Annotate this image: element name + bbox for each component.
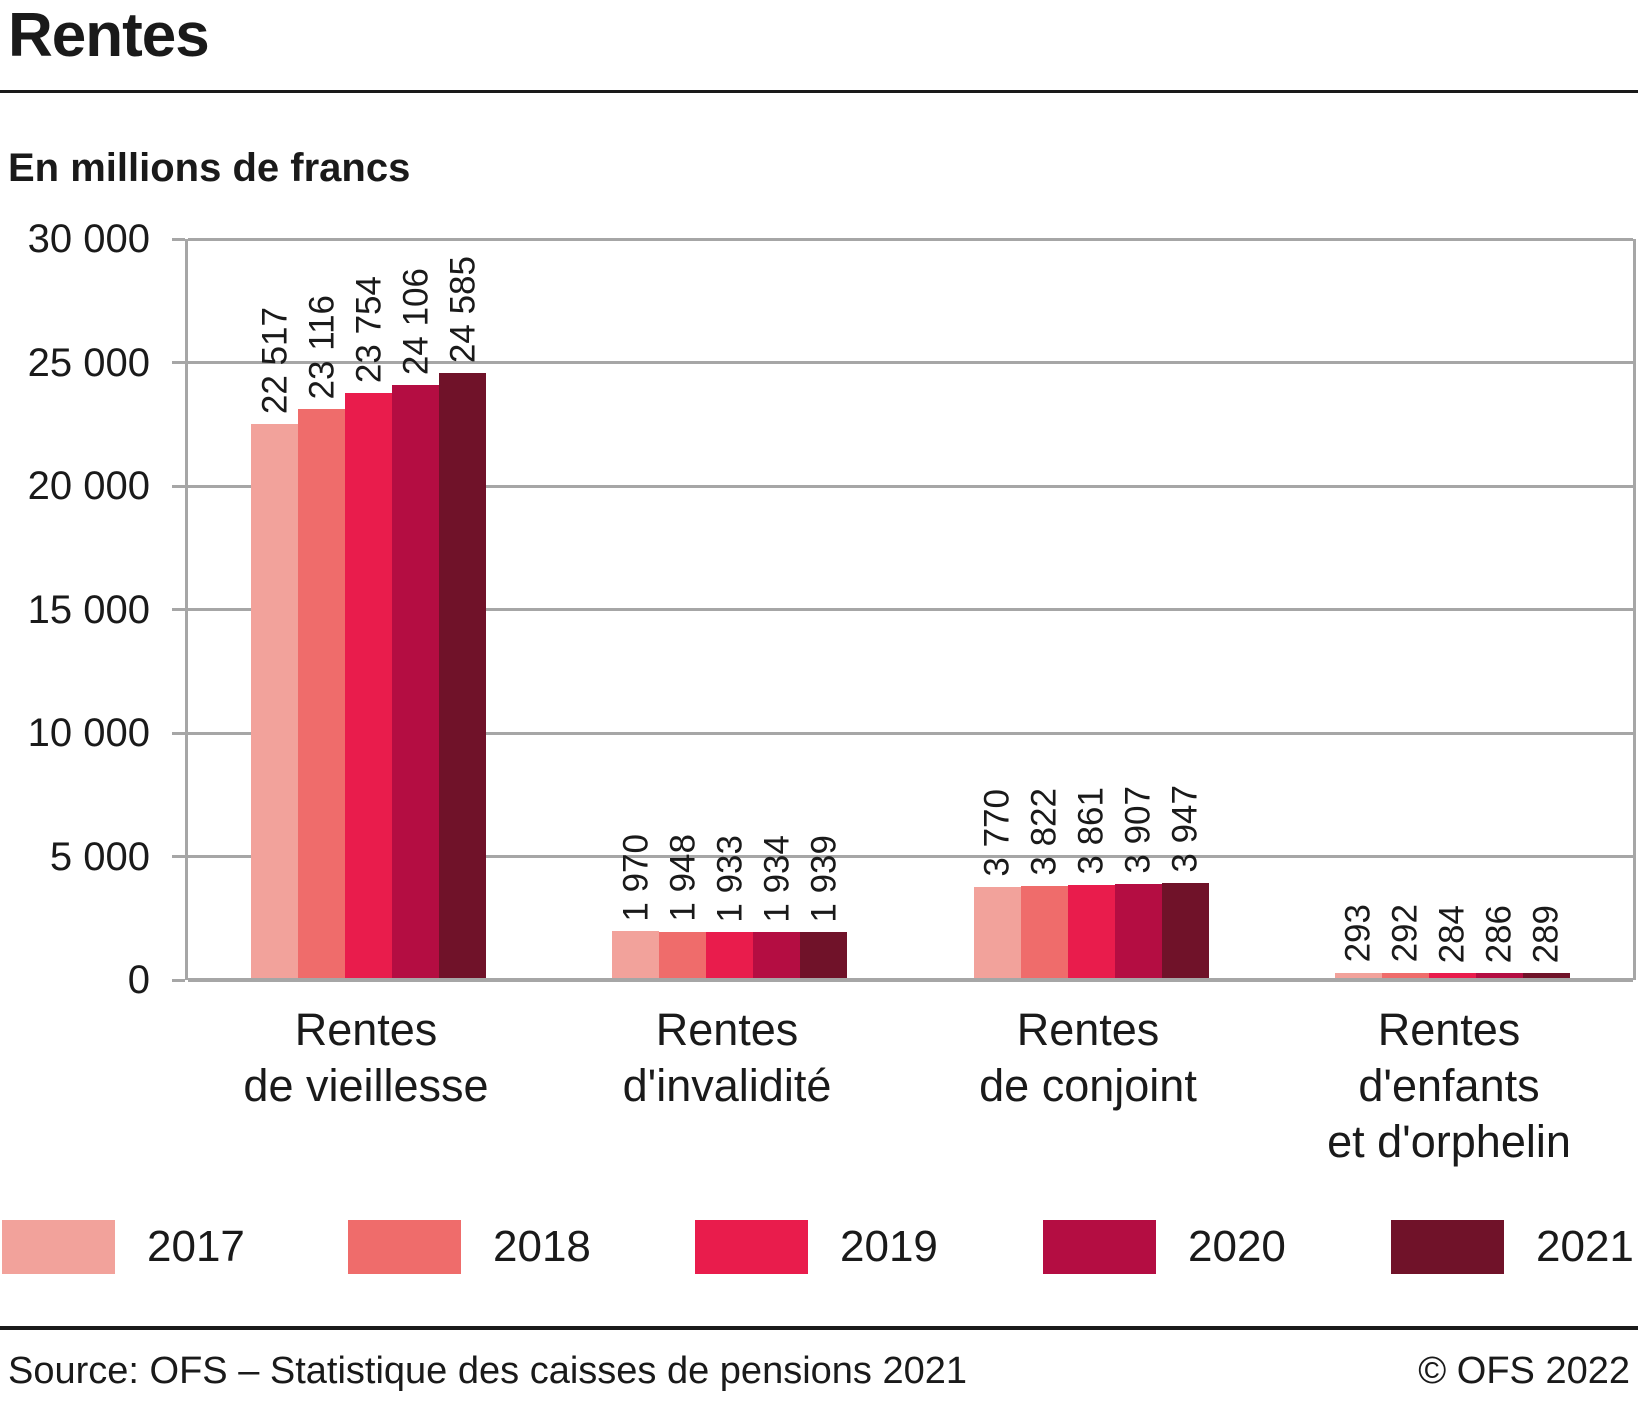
y-axis-tick (172, 855, 185, 858)
bar-2017-group2 (612, 931, 660, 980)
y-axis-tick (172, 608, 185, 611)
legend-label-2021: 2021 (1536, 1222, 1634, 1271)
bar-2019-group1 (345, 393, 393, 980)
bar-2021-group3 (1161, 882, 1209, 980)
title-divider (0, 90, 1638, 93)
category-label-line: Rentes (1377, 1004, 1521, 1055)
plot-area: 22 517 1 970 3 770 293 23 116 1 948 3 822 292 23… (172, 238, 1636, 982)
y-axis-tick (172, 732, 185, 735)
bar-2019-group4 (1428, 973, 1476, 980)
bar-2018-group3 (1020, 885, 1068, 980)
category-label-4: Rentes d'enfants et d'orphelin (1239, 1002, 1638, 1170)
y-axis-label: 30 000 (27, 217, 150, 261)
bar-2018-group1 (298, 409, 346, 980)
y-axis-tick (172, 979, 185, 982)
bar-2019-group3 (1067, 884, 1115, 980)
gridline-25000 (188, 361, 1633, 364)
page-title: Rentes (8, 1, 210, 70)
category-label-line: d'invalidité (622, 1060, 832, 1111)
legend-label-2018: 2018 (493, 1222, 591, 1271)
bar-value-label: 24 585 (443, 255, 483, 363)
bar-2017-group4 (1334, 972, 1382, 980)
legend: 2017 2018 2019 2020 2021 (0, 1218, 1638, 1276)
y-axis-label: 10 000 (27, 711, 150, 755)
bar-value-label: 24 106 (396, 267, 436, 375)
bar-2021-group1 (439, 372, 487, 980)
gridline-10000 (188, 732, 1633, 735)
bar-2019-group2 (706, 932, 754, 980)
bar-value-label: 286 (1479, 904, 1519, 963)
bar-2020-group1 (392, 384, 440, 980)
source-text: Source: OFS – Statistique des caisses de… (8, 1350, 967, 1392)
bar-value-label: 289 (1526, 904, 1566, 963)
category-label-line: Rentes (294, 1004, 438, 1055)
legend-swatch-2020 (1043, 1220, 1156, 1274)
y-axis-tick (172, 361, 185, 364)
gridline-5000 (188, 855, 1633, 858)
category-label-line: Rentes (1016, 1004, 1160, 1055)
bar-value-label: 1 970 (616, 833, 656, 922)
bar-2018-group2 (659, 931, 707, 980)
bar-value-label: 284 (1432, 904, 1472, 963)
bar-value-label: 3 907 (1118, 785, 1158, 874)
bar-value-label: 1 933 (710, 834, 750, 923)
gridline-30000 (188, 238, 1633, 241)
bar-value-label: 1 939 (804, 834, 844, 923)
y-axis-label: 15 000 (27, 588, 150, 632)
bar-value-label: 292 (1385, 904, 1425, 963)
y-axis-label: 25 000 (27, 341, 150, 385)
category-label-line: d'enfants (1358, 1060, 1540, 1111)
legend-label-2017: 2017 (147, 1222, 245, 1271)
category-label-line: de vieillesse (243, 1060, 489, 1111)
y-axis-label: 0 (127, 958, 150, 1002)
bar-2020-group4 (1475, 972, 1523, 980)
bar-2020-group3 (1114, 883, 1162, 980)
legend-label-2020: 2020 (1188, 1222, 1286, 1271)
bar-value-label: 1 948 (663, 834, 703, 922)
unit-label: En millions de francs (8, 146, 411, 190)
legend-label-2019: 2019 (840, 1222, 938, 1271)
category-label-1: Rentes de vieillesse (156, 1002, 576, 1114)
y-axis-label: 5 000 (49, 835, 150, 879)
bar-value-label: 1 934 (757, 834, 797, 923)
category-label-2: Rentes d'invalidité (517, 1002, 937, 1114)
footer-divider (0, 1326, 1638, 1330)
y-axis-tick (172, 238, 185, 241)
bar-2021-group4 (1522, 972, 1570, 980)
bar-2017-group3 (973, 886, 1021, 980)
bar-2018-group4 (1381, 972, 1429, 980)
bar-value-label: 23 116 (302, 294, 342, 399)
bar-value-label: 22 517 (255, 306, 295, 414)
category-label-line: et d'orphelin (1327, 1116, 1571, 1167)
bar-value-label: 23 754 (349, 276, 389, 384)
legend-swatch-2018 (348, 1220, 461, 1274)
bar-value-label: 3 770 (977, 789, 1017, 877)
gridline-20000 (188, 485, 1633, 488)
bar-value-label: 3 861 (1071, 787, 1111, 875)
legend-swatch-2019 (695, 1220, 808, 1274)
gridline-0 (188, 978, 1633, 982)
bar-2021-group2 (800, 932, 848, 980)
bar-2017-group1 (251, 423, 299, 980)
bar-value-label: 3 947 (1165, 784, 1205, 873)
legend-swatch-2017 (2, 1220, 115, 1274)
y-axis-tick (172, 485, 185, 488)
bar-value-label: 293 (1338, 904, 1378, 963)
copyright-text: © OFS 2022 (1418, 1350, 1630, 1392)
bar-value-label: 3 822 (1024, 788, 1064, 876)
category-label-3: Rentes de conjoint (878, 1002, 1298, 1114)
legend-swatch-2021 (1391, 1220, 1504, 1274)
bar-2020-group2 (753, 932, 801, 980)
category-label-line: Rentes (655, 1004, 799, 1055)
y-axis-label: 20 000 (27, 464, 150, 508)
gridline-15000 (188, 608, 1633, 611)
category-label-line: de conjoint (979, 1060, 1197, 1111)
